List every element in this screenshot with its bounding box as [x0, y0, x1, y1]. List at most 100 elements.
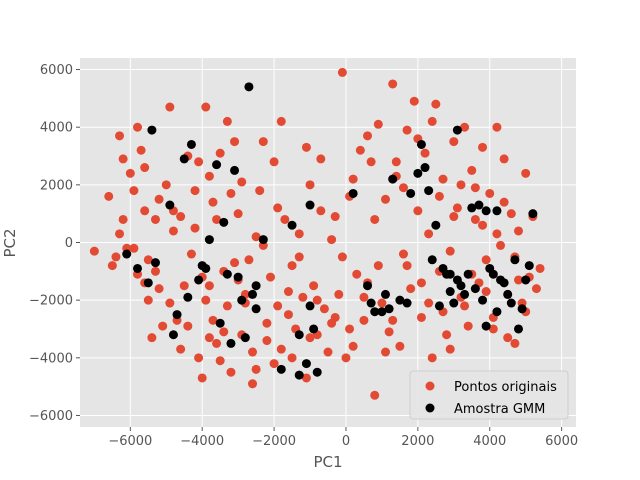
point-amostra-gmm	[287, 220, 297, 230]
point-pontos-originais	[323, 347, 333, 357]
point-pontos-originais	[319, 304, 329, 314]
point-pontos-originais	[201, 102, 211, 112]
point-pontos-originais	[513, 226, 523, 236]
point-pontos-originais	[244, 255, 254, 265]
point-amostra-gmm	[524, 261, 534, 271]
point-pontos-originais	[118, 214, 128, 224]
point-pontos-originais	[373, 119, 383, 129]
point-amostra-gmm	[312, 367, 322, 377]
point-amostra-gmm	[384, 304, 394, 314]
point-pontos-originais	[165, 298, 175, 308]
point-pontos-originais	[262, 336, 272, 346]
point-pontos-originais	[190, 223, 200, 233]
point-pontos-originais	[165, 102, 175, 112]
legend-label-pontos-originais: Pontos originais	[454, 380, 557, 395]
point-amostra-gmm	[467, 203, 477, 213]
point-pontos-originais	[150, 266, 160, 276]
point-pontos-originais	[341, 353, 351, 363]
y-axis-label: PC2	[1, 228, 19, 257]
point-pontos-originais	[381, 347, 391, 357]
point-pontos-originais	[481, 287, 491, 297]
legend-box	[409, 370, 569, 420]
point-pontos-originais	[219, 327, 229, 337]
y-tick-label: 6000	[40, 63, 73, 78]
x-tick-label: −2000	[252, 434, 296, 449]
data-points	[89, 67, 545, 400]
point-amostra-gmm	[244, 82, 254, 92]
point-pontos-originais	[499, 197, 509, 207]
point-pontos-originais	[506, 209, 516, 219]
point-pontos-originais	[478, 220, 488, 230]
point-amostra-gmm	[294, 370, 304, 380]
point-amostra-gmm	[406, 188, 416, 198]
point-pontos-originais	[478, 142, 488, 152]
point-pontos-originais	[381, 194, 391, 204]
point-pontos-originais	[460, 301, 470, 311]
point-pontos-originais	[208, 315, 218, 325]
point-amostra-gmm	[122, 249, 132, 259]
point-pontos-originais	[222, 116, 232, 126]
point-amostra-gmm	[305, 200, 315, 210]
point-amostra-gmm	[172, 310, 182, 320]
point-amostra-gmm	[506, 298, 516, 308]
point-amostra-gmm	[517, 304, 527, 314]
point-amostra-gmm	[434, 301, 444, 311]
point-amostra-gmm	[449, 298, 459, 308]
point-pontos-originais	[258, 137, 268, 147]
point-pontos-originais	[445, 344, 455, 354]
point-pontos-originais	[499, 154, 509, 164]
point-pontos-originais	[359, 292, 369, 302]
point-pontos-originais	[179, 281, 189, 291]
point-pontos-originais	[190, 186, 200, 196]
point-pontos-originais	[316, 154, 326, 164]
point-amostra-gmm	[294, 330, 304, 340]
legend-label-amostra-gmm: Amostra GMM	[454, 402, 545, 417]
point-pontos-originais	[204, 281, 214, 291]
point-pontos-originais	[204, 171, 214, 181]
point-pontos-originais	[330, 212, 340, 222]
point-pontos-originais	[416, 278, 426, 288]
point-pontos-originais	[294, 252, 304, 262]
point-pontos-originais	[334, 289, 344, 299]
point-pontos-originais	[312, 295, 322, 305]
point-pontos-originais	[424, 229, 434, 239]
point-pontos-originais	[445, 246, 455, 256]
point-pontos-originais	[345, 324, 355, 334]
point-pontos-originais	[449, 212, 459, 222]
point-amostra-gmm	[305, 301, 315, 311]
point-pontos-originais	[434, 191, 444, 201]
point-amostra-gmm	[370, 307, 380, 317]
point-pontos-originais	[485, 188, 495, 198]
point-pontos-originais	[359, 315, 369, 325]
point-pontos-originais	[496, 240, 506, 250]
x-tick-label: −6000	[108, 434, 152, 449]
point-pontos-originais	[143, 255, 153, 265]
point-amostra-gmm	[488, 269, 498, 279]
point-pontos-originais	[265, 272, 275, 282]
point-amostra-gmm	[478, 295, 488, 305]
point-amostra-gmm	[233, 272, 243, 282]
point-pontos-originais	[373, 261, 383, 271]
point-pontos-originais	[513, 275, 523, 285]
point-pontos-originais	[406, 284, 416, 294]
point-amostra-gmm	[237, 295, 247, 305]
point-amostra-gmm	[413, 168, 423, 178]
point-pontos-originais	[391, 157, 401, 167]
point-amostra-gmm	[194, 275, 204, 285]
point-pontos-originais	[212, 214, 222, 224]
point-amostra-gmm	[503, 289, 513, 299]
point-pontos-originais	[276, 344, 286, 354]
point-pontos-originais	[431, 99, 441, 109]
point-pontos-originais	[226, 367, 236, 377]
point-pontos-originais	[140, 206, 150, 216]
point-pontos-originais	[481, 255, 491, 265]
point-pontos-originais	[111, 252, 121, 262]
point-pontos-originais	[456, 180, 466, 190]
point-pontos-originais	[280, 214, 290, 224]
x-axis-label: PC1	[313, 453, 342, 471]
point-pontos-originais	[398, 183, 408, 193]
point-pontos-originais	[186, 249, 196, 259]
point-pontos-originais	[348, 174, 358, 184]
point-pontos-originais	[212, 338, 222, 348]
point-pontos-originais	[363, 131, 373, 141]
